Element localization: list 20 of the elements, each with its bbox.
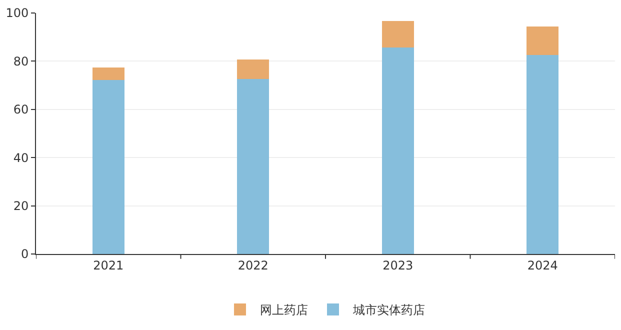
x-tick-label: 2022 bbox=[238, 258, 268, 272]
bar bbox=[92, 80, 124, 254]
bar bbox=[92, 67, 124, 80]
y-tick-label: 60 bbox=[13, 102, 29, 117]
x-tick-label: 2021 bbox=[93, 258, 124, 272]
y-tick-label: 20 bbox=[13, 199, 29, 213]
bar bbox=[526, 55, 559, 254]
y-tick-label: 40 bbox=[13, 150, 29, 165]
y-tick-label: 100 bbox=[6, 6, 29, 20]
x-tick-label: 2023 bbox=[382, 258, 414, 272]
x-tick-label: 2024 bbox=[527, 258, 558, 272]
bar bbox=[526, 26, 559, 56]
bar bbox=[237, 59, 270, 80]
bar bbox=[382, 48, 414, 254]
bar bbox=[382, 20, 414, 48]
y-tick-label: 0 bbox=[20, 247, 29, 262]
legend-label: 城市实体药店 bbox=[352, 303, 425, 318]
bar bbox=[237, 79, 270, 254]
legend-label: 网上药店 bbox=[260, 303, 308, 318]
y-tick-label: 80 bbox=[13, 54, 29, 68]
